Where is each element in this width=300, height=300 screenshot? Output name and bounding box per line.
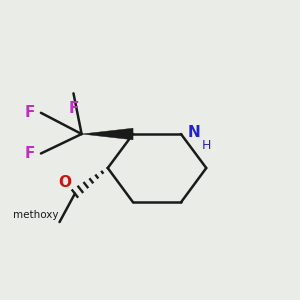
Text: F: F [25,146,35,161]
Text: H: H [202,139,211,152]
Text: O: O [58,175,71,190]
Text: F: F [25,105,35,120]
Text: N: N [188,125,200,140]
Text: F: F [68,101,79,116]
Text: methoxy: methoxy [13,210,58,220]
Polygon shape [82,128,133,140]
